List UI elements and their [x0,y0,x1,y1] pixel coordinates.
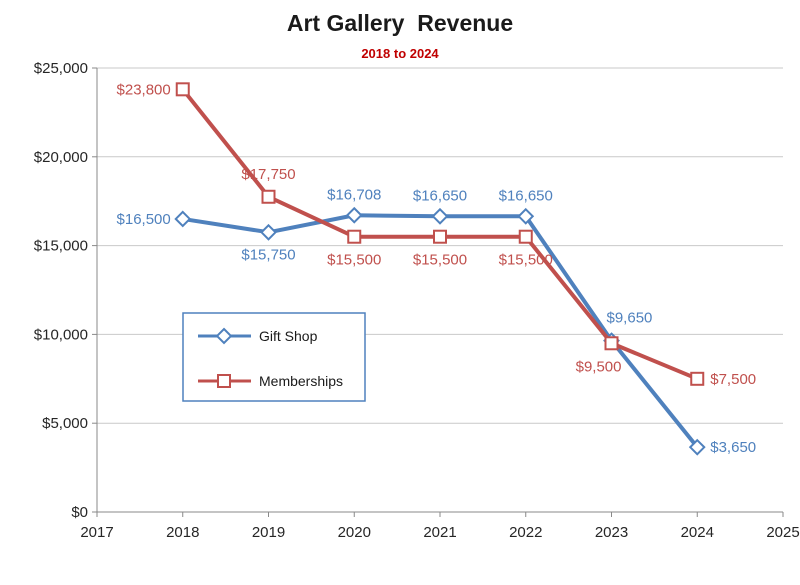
x-tick-label: 2022 [509,524,542,541]
diamond-marker [345,206,363,224]
diamond-marker [517,207,535,225]
legend-label: Gift Shop [259,328,318,344]
y-tick-label: $0 [71,504,88,521]
legend-item-gift-shop: Gift Shop [198,327,318,345]
data-label: $16,650 [499,187,553,204]
data-label: $16,650 [413,187,467,204]
square-marker [518,229,533,244]
x-tick-label: 2024 [681,524,714,541]
x-tick-label: 2019 [252,524,285,541]
data-label: $15,500 [499,252,553,269]
diamond-marker [174,210,192,228]
data-label: $15,500 [413,252,467,269]
data-label: $15,750 [241,246,295,263]
x-tick-label: 2021 [423,524,456,541]
y-axis-labels: $0 $5,000 $10,000 $15,000 $20,000 $25,000 [34,60,88,521]
diamond-marker [260,223,277,241]
y-tick-label: $10,000 [34,326,88,343]
y-tick-label: $15,000 [34,238,88,255]
square-marker [690,371,705,386]
x-tick-label: 2017 [80,524,113,541]
square-marker [347,229,362,244]
square-marker [217,374,231,388]
y-tick-label: $20,000 [34,149,88,166]
chart-subtitle: 2018 to 2024 [361,46,439,61]
series-memberships [175,82,705,386]
square-marker [261,189,276,204]
legend: Gift Shop Memberships [182,312,366,402]
gridlines [97,67,783,513]
legend-box [182,312,366,402]
x-tick-label: 2025 [766,524,799,541]
x-axis-labels: 2017 2018 2019 2020 2021 2022 2023 2024 2025 [80,524,799,541]
diamond-marker [215,327,233,345]
y-tick-label: $5,000 [42,415,88,432]
square-marker [433,229,447,244]
x-tick-label: 2018 [166,524,199,541]
x-tick-label: 2020 [338,524,371,541]
legend-label: Memberships [259,373,343,389]
data-label: $23,800 [117,81,171,98]
legend-item-memberships: Memberships [198,373,343,389]
axes [92,67,784,517]
x-tick-label: 2023 [595,524,628,541]
data-label: $16,708 [327,186,381,203]
data-label: $3,650 [710,439,756,456]
data-label: $9,650 [607,310,653,327]
square-marker [604,336,619,351]
square-marker [175,82,190,97]
y-tick-label: $25,000 [34,60,88,77]
data-label: $16,500 [117,211,171,228]
diamond-marker [688,438,706,456]
diamond-marker [431,207,449,225]
data-label: $15,500 [327,252,381,269]
data-label: $7,500 [710,371,756,388]
chart-title: Art Gallery Revenue [286,10,514,36]
data-label: $9,500 [576,358,622,375]
data-labels: $16,500 $15,750 $16,708 $16,650 $16,650 $9,65… [117,81,757,456]
data-label: $17,750 [241,166,295,183]
